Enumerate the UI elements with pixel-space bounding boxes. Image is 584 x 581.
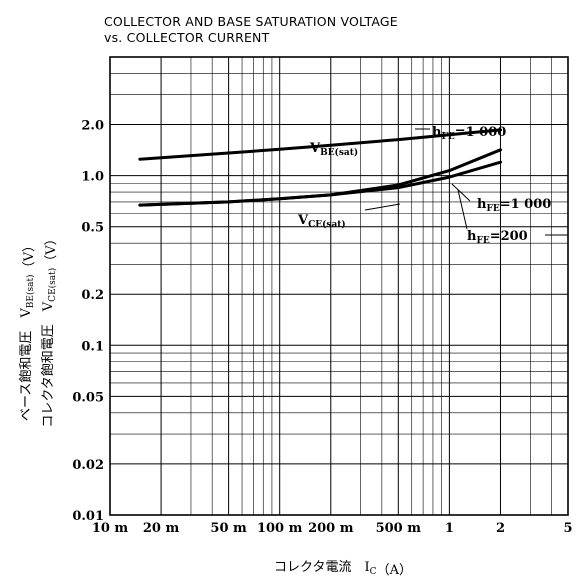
hfe-1000-mid-label: hFE=1 000 [477, 197, 551, 214]
vce-leader-line [364, 203, 401, 211]
series-line-1 [138, 128, 502, 161]
chart-title: COLLECTOR AND BASE SATURATION VOLTAGE vs… [104, 14, 398, 46]
y-axis-label-base: ベース飽和電圧 VBE(sat)（V） [19, 239, 37, 421]
plot-frame [109, 56, 569, 516]
x-tick-label: 100 m [257, 521, 303, 536]
x-tick-label: 500 m [376, 521, 422, 536]
hfe-low-leader-line [457, 189, 468, 230]
y-tick-label: 1.0 [81, 170, 104, 185]
chart-title-line1: COLLECTOR AND BASE SATURATION VOLTAGE [104, 14, 398, 29]
vce-sat-label: VCE(sat) [297, 213, 346, 230]
annotations: VBE(sat) VCE(sat) hFE=1 000 hFE=1 000 hFE=20… [297, 125, 568, 246]
x-tick-label: 20 m [143, 521, 180, 536]
tick-labels: 10 m 20 m 50 m 100 m 200 m 500 m 1 2 5 0.01 0.02 0.… [72, 119, 572, 536]
x-tick-label: 10 m [92, 521, 129, 536]
x-axis-label: コレクタ電流 IC（A） [274, 560, 412, 578]
chart-title-line2: vs. COLLECTOR CURRENT [104, 30, 270, 45]
vbe-sat-label: VBE(sat) [309, 141, 358, 158]
hfe-200-label: hFE=200 [467, 229, 528, 246]
y-tick-label: 2.0 [81, 119, 104, 134]
y-tick-label: 0.5 [81, 221, 104, 236]
hfe-1000-top-label: hFE=1 000 [432, 125, 506, 142]
y-tick-label: 0.02 [72, 458, 104, 473]
y-tick-label: 0.2 [81, 288, 104, 303]
y-tick-label: 0.05 [72, 390, 104, 405]
x-tick-label: 5 [563, 521, 572, 536]
y-axis-label-collector: コレクタ飽和電圧 VCE(sat)（V） [41, 232, 59, 427]
y-tick-label: 0.01 [72, 509, 104, 524]
x-tick-label: 50 m [210, 521, 247, 536]
curves [138, 128, 502, 207]
hfe-mid-leader-line [451, 183, 471, 202]
y-tick-label: 0.1 [81, 339, 104, 354]
x-tick-label: 1 [445, 521, 454, 536]
x-tick-label: 2 [496, 521, 505, 536]
series-line-3 [138, 160, 502, 207]
x-tick-label: 200 m [308, 521, 354, 536]
